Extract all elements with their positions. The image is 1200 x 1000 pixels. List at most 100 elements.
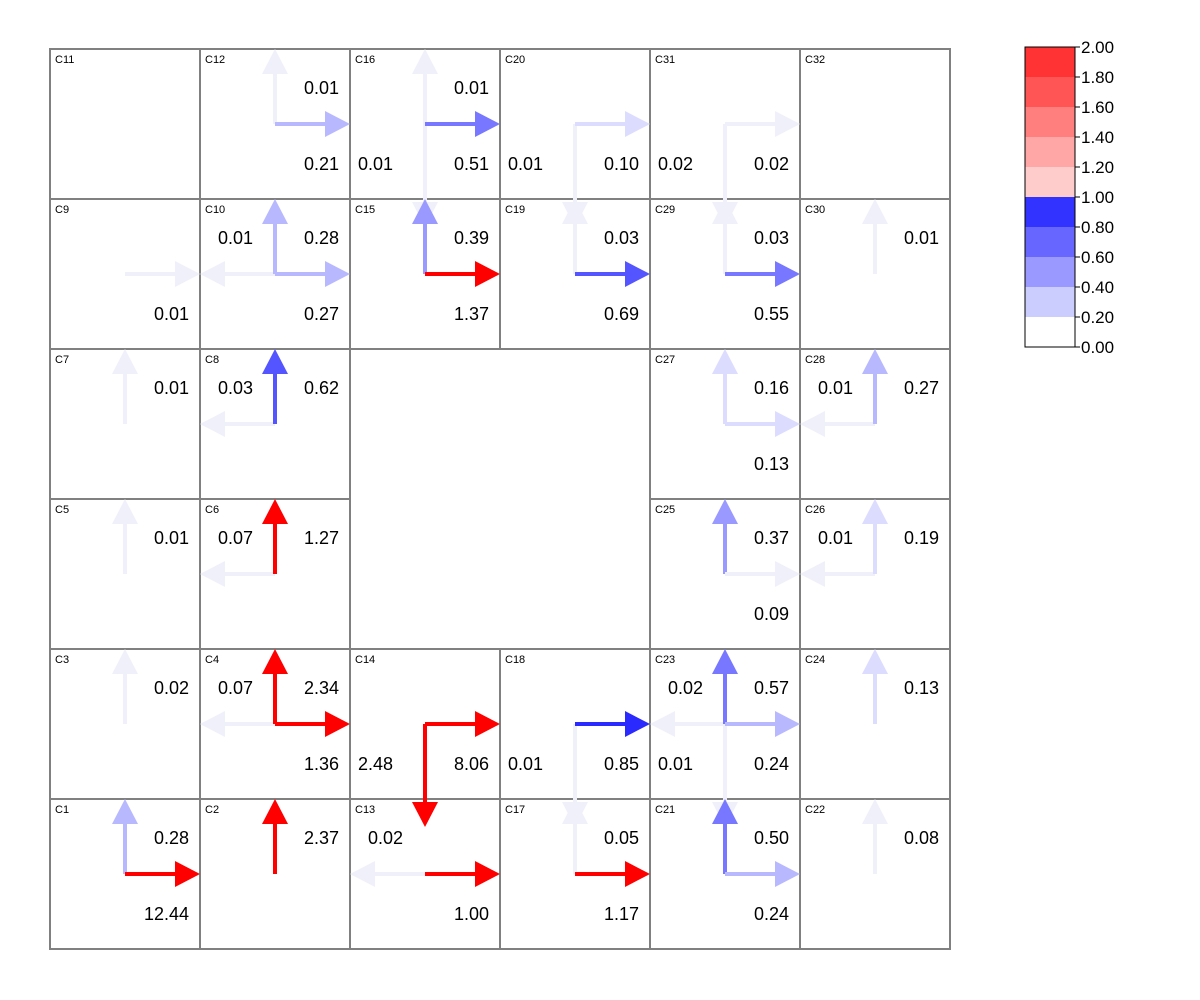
color-legend: 2.00 1.80 1.60 1.40 1.20 1.00 0.80 0.60 0.40 0.20… <box>1024 38 1114 357</box>
arrow-right <box>725 861 800 887</box>
cell-id-label: C2 <box>205 804 219 816</box>
arrow-up <box>862 649 888 724</box>
value-down: 0.01 <box>658 754 693 774</box>
cell-id-label: C23 <box>655 654 675 666</box>
arrow-right <box>575 111 650 137</box>
value-down: 0.01 <box>508 754 543 774</box>
legend-swatch <box>1025 47 1075 77</box>
arrow-up <box>712 349 738 424</box>
value-up: 0.28 <box>304 228 339 248</box>
arrow-up <box>862 799 888 874</box>
arrow-left <box>200 561 275 587</box>
value-right: 1.00 <box>454 904 489 924</box>
values-c29: 0.03 0.55 <box>754 228 789 324</box>
value-up: 0.39 <box>454 228 489 248</box>
value-right: 0.24 <box>754 904 789 924</box>
arrows-c25 <box>712 499 800 587</box>
value-right: 0.24 <box>754 754 789 774</box>
arrows-c16 <box>412 49 500 227</box>
value-up: 0.19 <box>904 528 939 548</box>
arrows-layer <box>112 49 888 887</box>
arrows-c15 <box>412 199 500 287</box>
arrow-left <box>200 411 275 437</box>
arrow-up <box>412 199 438 274</box>
cell-id-label: C10 <box>205 204 225 216</box>
values-c21: 0.50 0.24 <box>754 828 789 924</box>
values-c24: 0.13 <box>904 678 939 698</box>
values-c22: 0.08 <box>904 828 939 848</box>
value-up: 0.28 <box>154 828 189 848</box>
value-up: 0.57 <box>754 678 789 698</box>
cell-id-label: C7 <box>55 354 69 366</box>
arrow-right <box>725 111 800 137</box>
cell-box <box>49 48 201 200</box>
cell-id-label: C8 <box>205 354 219 366</box>
cell-id-label: C24 <box>805 654 825 666</box>
cell-id-label: C5 <box>55 504 69 516</box>
values-c15: 0.39 1.37 <box>454 228 489 324</box>
arrow-right <box>725 711 800 737</box>
values-c25: 0.37 0.09 <box>754 528 789 624</box>
values-c26: 0.01 0.19 <box>818 528 939 548</box>
values-c20: 0.01 0.10 <box>508 154 639 174</box>
value-right: 0.85 <box>604 754 639 774</box>
arrow-right <box>425 261 500 287</box>
cell-c11: C11 <box>49 48 201 200</box>
value-up: 0.08 <box>904 828 939 848</box>
value-down: 0.01 <box>358 154 393 174</box>
value-left: 0.01 <box>218 228 253 248</box>
value-down: 0.02 <box>658 154 693 174</box>
cell-id-label: C9 <box>55 204 69 216</box>
value-up: 0.03 <box>604 228 639 248</box>
arrows-c10 <box>200 199 350 287</box>
values-c5: 0.01 <box>154 528 189 548</box>
arrows-c8 <box>200 349 288 437</box>
legend-tick-label: 2.00 <box>1081 38 1114 57</box>
legend-tick-label: 0.00 <box>1081 338 1114 357</box>
labels-layer: 0.01 0.21 0.01 0.01 0.51 0.01 0.10 0.02 0.02 0.01… <box>144 78 939 924</box>
arrow-up <box>712 649 738 724</box>
arrow-right <box>575 261 650 287</box>
value-up: 0.03 <box>754 228 789 248</box>
value-up: 1.27 <box>304 528 339 548</box>
values-c18: 0.01 0.85 <box>508 754 639 774</box>
arrows-c26 <box>800 499 888 587</box>
cell-id-label: C20 <box>505 54 525 66</box>
arrow-right <box>125 261 200 287</box>
arrow-up <box>262 649 288 724</box>
arrow-right <box>725 411 800 437</box>
arrows-c2 <box>262 799 288 874</box>
arrow-right <box>275 261 350 287</box>
arrow-up <box>262 199 288 274</box>
value-up: 0.01 <box>154 528 189 548</box>
value-up: 2.34 <box>304 678 339 698</box>
value-right: 12.44 <box>144 904 189 924</box>
legend-tick-label: 1.20 <box>1081 158 1114 177</box>
values-c31: 0.02 0.02 <box>658 154 789 174</box>
arrow-up <box>562 799 588 874</box>
legend-tick-label: 0.80 <box>1081 218 1114 237</box>
arrow-up <box>862 199 888 274</box>
cell-c32: C32 <box>799 48 951 200</box>
cell-id-label: C11 <box>55 54 74 66</box>
cell-id-label: C18 <box>505 654 525 666</box>
arrow-right <box>725 561 800 587</box>
cell-id-label: C14 <box>355 654 375 666</box>
values-c13: 0.02 1.00 <box>368 828 489 924</box>
cell-id-label: C6 <box>205 504 219 516</box>
arrows-c13 <box>350 861 500 887</box>
arrow-up <box>412 49 438 124</box>
value-up: 0.01 <box>904 228 939 248</box>
value-up: 0.13 <box>904 678 939 698</box>
arrow-up <box>712 499 738 574</box>
value-right: 0.10 <box>604 154 639 174</box>
arrow-up <box>862 349 888 424</box>
value-left: 0.02 <box>368 828 403 848</box>
value-right: 0.09 <box>754 604 789 624</box>
arrows-c28 <box>800 349 888 437</box>
arrows-c4 <box>200 649 350 737</box>
value-left: 0.07 <box>218 678 253 698</box>
arrows-c7 <box>112 349 138 424</box>
value-up: 0.02 <box>154 678 189 698</box>
value-right: 0.27 <box>304 304 339 324</box>
